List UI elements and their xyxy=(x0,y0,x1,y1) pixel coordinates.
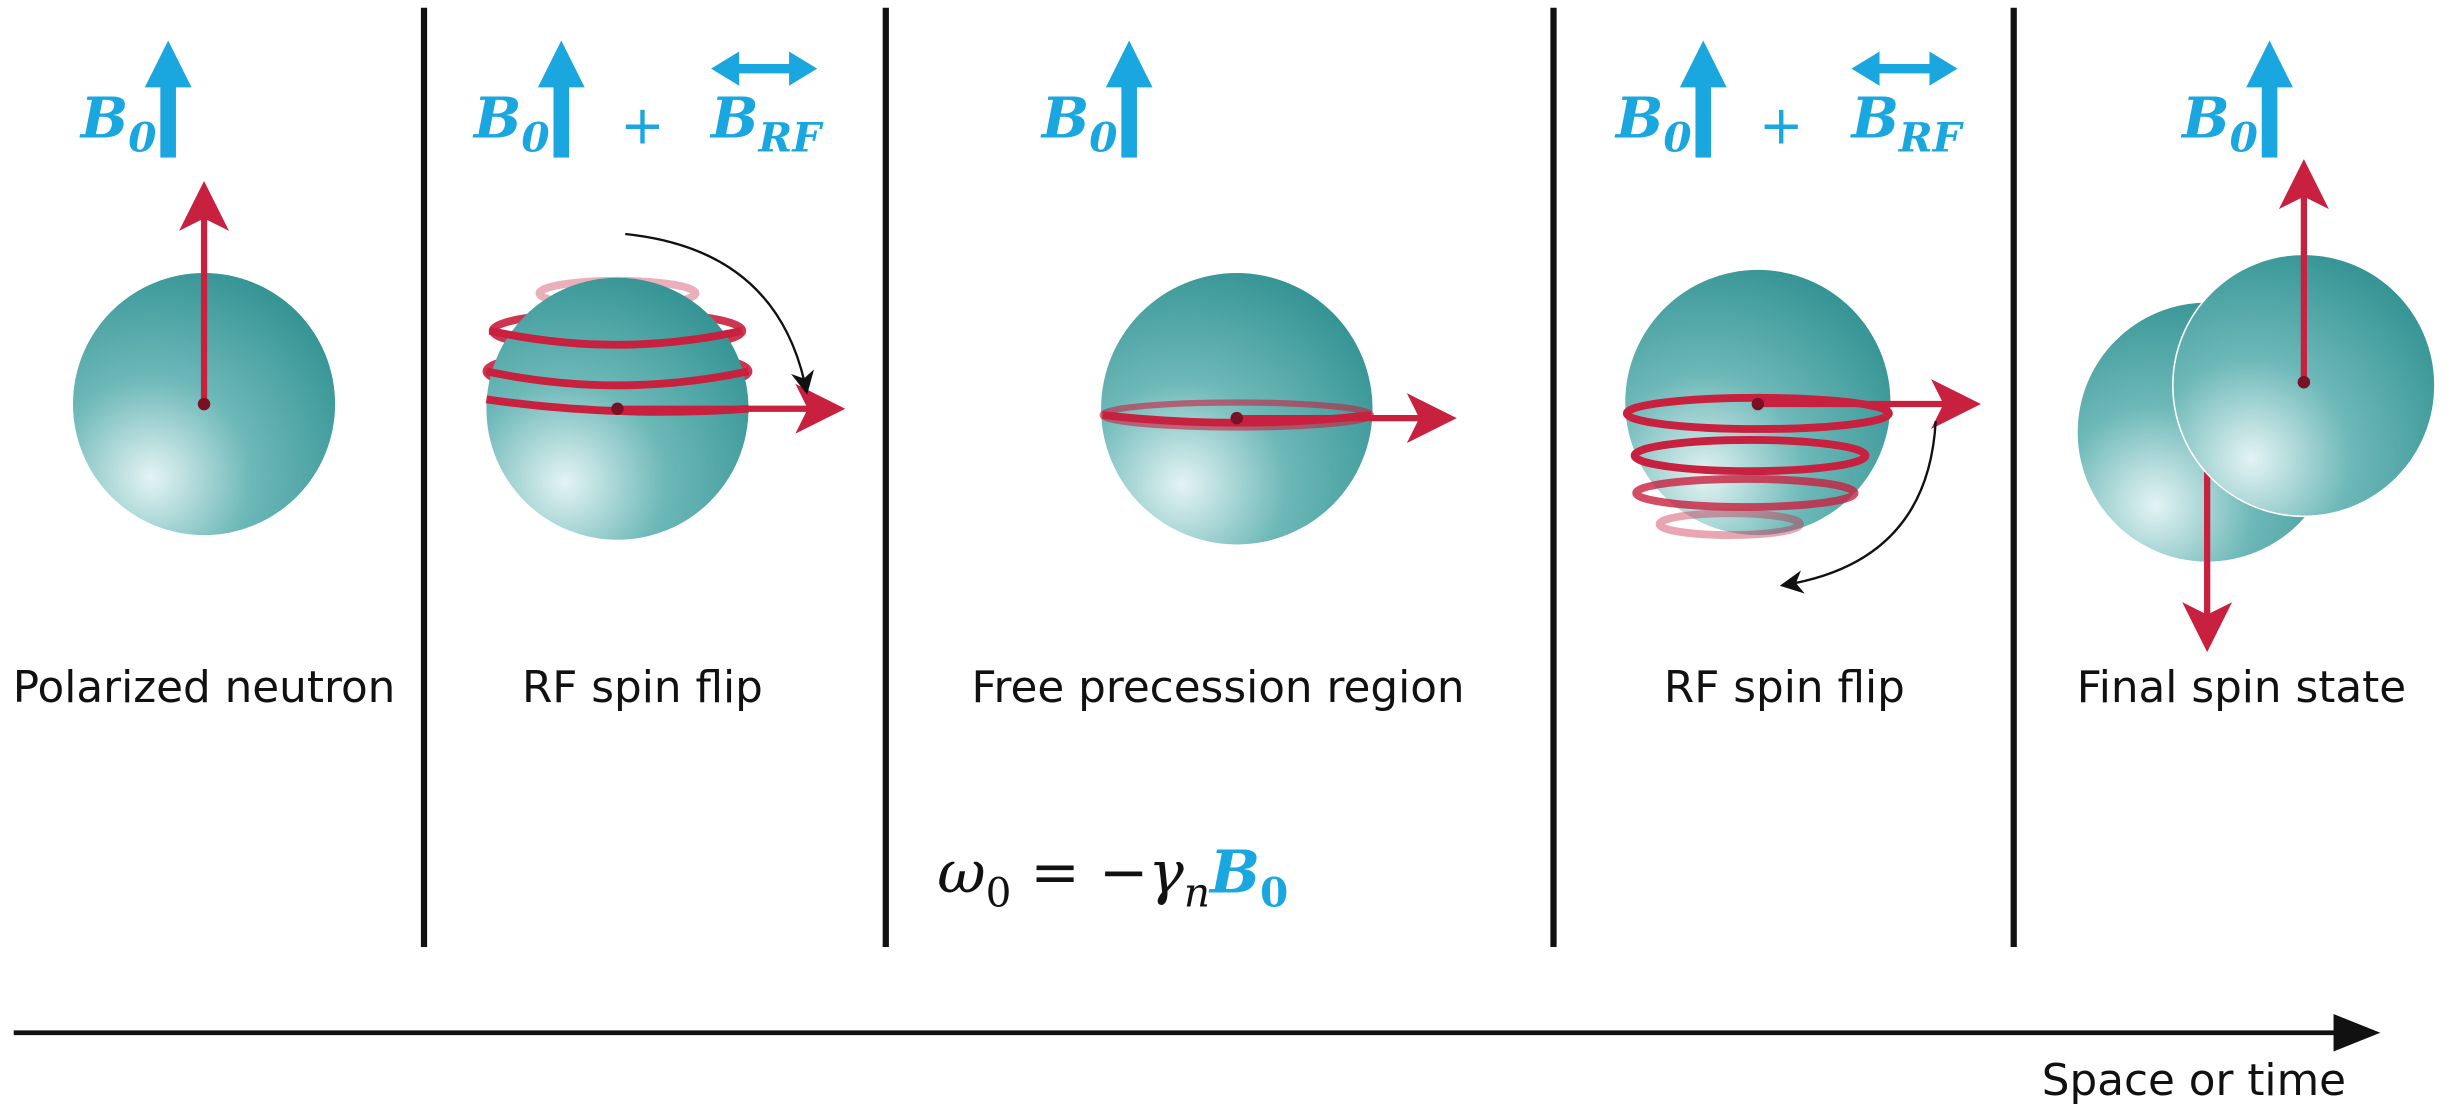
field-label: B0 xyxy=(472,85,550,161)
operator: + xyxy=(620,95,664,157)
equation: ω0 = −γnB0 xyxy=(937,836,1288,916)
field-symbol: B xyxy=(1849,85,1898,151)
field-symbol: B xyxy=(1040,85,1089,151)
field-label: B0 xyxy=(1614,85,1692,161)
panel-label: Final spin state xyxy=(2077,662,2406,713)
field-subscript: 0 xyxy=(1089,113,1117,161)
eq-field-sub: 0 xyxy=(1260,868,1288,916)
eq-field: B xyxy=(1208,836,1260,906)
field-label: BRF xyxy=(1849,85,1964,161)
field-symbol: B xyxy=(1614,85,1663,151)
eq-gamma-sub: n xyxy=(1184,868,1210,916)
field-arrow-head xyxy=(2246,41,2293,88)
panel-label: RF spin flip xyxy=(1664,662,1905,713)
field-arrow-head xyxy=(145,41,192,88)
eq-middle: = −γ xyxy=(1011,837,1184,906)
page: {"panels": [ {"label": "Polarized neutro… xyxy=(0,0,2458,1117)
field-symbol: B xyxy=(79,85,128,151)
operator: + xyxy=(1759,95,1803,157)
field-arrow-head xyxy=(1680,41,1727,88)
field-arrow xyxy=(1121,84,1137,157)
field-arrow-head xyxy=(538,41,585,88)
panel-label: Free precession region xyxy=(972,662,1465,713)
field-label: B0 xyxy=(2180,85,2258,161)
field-arrow xyxy=(553,84,569,157)
field-subscript: RF xyxy=(758,113,825,161)
field-symbol: B xyxy=(2180,85,2229,151)
field-subscript: 0 xyxy=(521,113,549,161)
field-arrow xyxy=(160,84,176,157)
panel-label: Polarized neutron xyxy=(13,662,396,713)
field-symbol: B xyxy=(472,85,521,151)
field-symbol: B xyxy=(709,85,758,151)
eq-omega-sub: 0 xyxy=(986,868,1012,916)
field-subscript: RF xyxy=(1898,113,1965,161)
field-label: B0 xyxy=(79,85,157,161)
field-arrow xyxy=(1695,84,1711,157)
field-arrow-head xyxy=(1106,41,1153,88)
spheres xyxy=(73,172,2435,640)
field-label: B0 xyxy=(1040,85,1118,161)
field-subscript: 0 xyxy=(1663,113,1691,161)
panel-label: RF spin flip xyxy=(522,662,763,713)
axis-label: Space or time xyxy=(2042,1055,2346,1106)
diagram: Polarized neutronB0RF spin flipB0BRF+Fre… xyxy=(0,0,2458,1117)
eq-omega: ω xyxy=(937,837,985,906)
field-subscript: 0 xyxy=(128,113,156,161)
field-subscript: 0 xyxy=(2230,113,2258,161)
field-label: BRF xyxy=(709,85,824,161)
field-arrow xyxy=(2262,84,2278,157)
